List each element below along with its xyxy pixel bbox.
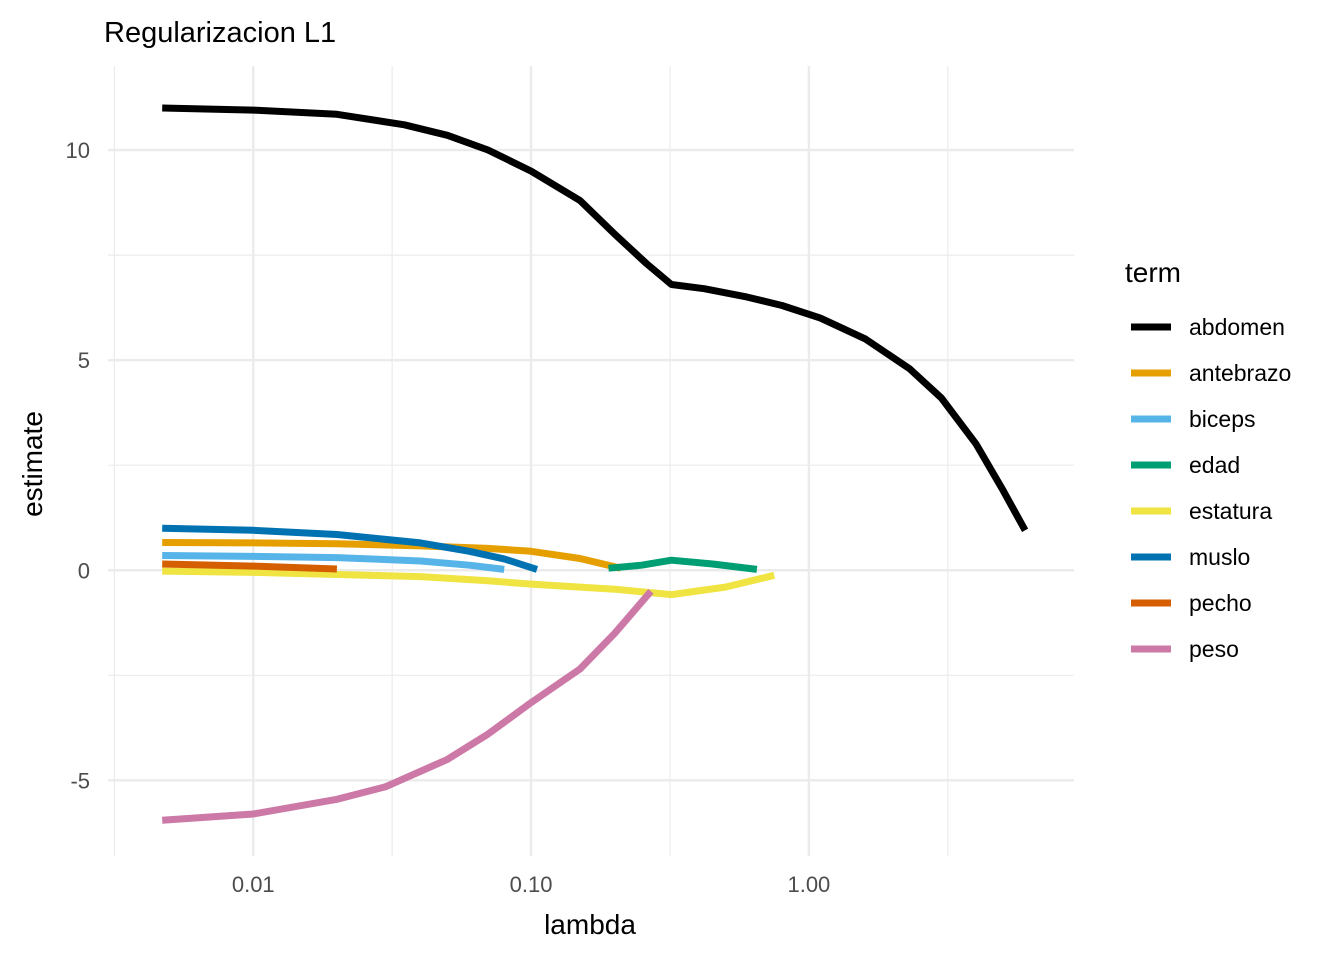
legend-label-antebrazo: antebrazo: [1189, 360, 1291, 386]
x-tick-label: 0.01: [232, 872, 275, 897]
legend: term abdomen antebrazo biceps edad estatura m…: [1125, 257, 1291, 662]
legend-label-edad: edad: [1189, 452, 1240, 478]
series-line-peso: [161, 589, 654, 824]
y-tick-label: -5: [70, 768, 90, 793]
series-line-edad: [608, 556, 758, 573]
x-tick-label: 1.00: [787, 872, 830, 897]
legend-label-estatura: estatura: [1189, 498, 1272, 524]
legend-label-abdomen: abdomen: [1189, 314, 1285, 340]
legend-label-peso: peso: [1189, 636, 1239, 662]
x-axis-title: lambda: [544, 909, 636, 940]
chart-title: Regularizacion L1: [104, 17, 336, 49]
y-tick-label: 10: [66, 138, 90, 163]
y-tick-label: 0: [78, 558, 90, 583]
series-layer: [161, 104, 1029, 824]
series-line-pecho: [162, 560, 338, 573]
legend-label-pecho: pecho: [1189, 590, 1252, 616]
x-axis-ticks: 0.01 0.10 1.00: [232, 872, 830, 897]
legend-items: abdomen antebrazo biceps edad estatura muslo p…: [1131, 314, 1291, 662]
grid: [108, 66, 1074, 856]
series-line-biceps: [162, 552, 505, 573]
legend-label-muslo: muslo: [1189, 544, 1250, 570]
series-line-estatura: [162, 567, 776, 599]
y-tick-label: 5: [78, 348, 90, 373]
y-axis-title: estimate: [17, 411, 48, 517]
x-tick-label: 0.10: [510, 872, 553, 897]
series-line-abdomen: [162, 104, 1029, 532]
legend-title: term: [1125, 257, 1181, 288]
legend-label-biceps: biceps: [1189, 406, 1255, 432]
y-axis-ticks: -5 0 5 10: [66, 138, 90, 793]
series-line-muslo: [162, 524, 539, 573]
